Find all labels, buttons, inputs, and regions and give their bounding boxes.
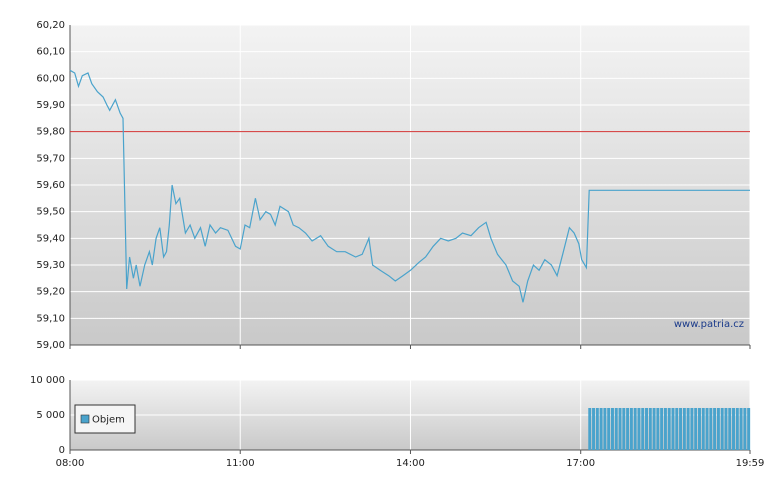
volume-bar bbox=[728, 408, 732, 450]
y-tick-label: 59,20 bbox=[36, 287, 65, 298]
volume-bar bbox=[735, 408, 739, 450]
volume-bar bbox=[618, 408, 622, 450]
volume-bar bbox=[648, 408, 652, 450]
x-tick-label: 19:59 bbox=[736, 458, 765, 469]
volume-bar bbox=[713, 408, 717, 450]
y-tick-label: 10 000 bbox=[30, 375, 65, 386]
y-tick-label: 60,00 bbox=[36, 73, 65, 84]
volume-bar bbox=[732, 408, 736, 450]
volume-bar bbox=[720, 408, 724, 450]
volume-bar bbox=[645, 408, 649, 450]
y-tick-label: 5 000 bbox=[36, 410, 65, 421]
volume-bar bbox=[667, 408, 671, 450]
volume-bar bbox=[656, 408, 660, 450]
y-tick-label: 59,70 bbox=[36, 153, 65, 164]
y-tick-label: 59,10 bbox=[36, 313, 65, 324]
volume-bar bbox=[697, 408, 701, 450]
volume-bar bbox=[603, 408, 607, 450]
volume-bar bbox=[652, 408, 656, 450]
volume-bar bbox=[599, 408, 603, 450]
volume-bar bbox=[686, 408, 690, 450]
volume-bar bbox=[641, 408, 645, 450]
y-tick-label: 59,40 bbox=[36, 233, 65, 244]
y-tick-label: 59,80 bbox=[36, 127, 65, 138]
volume-bar bbox=[660, 408, 664, 450]
x-tick-label: 08:00 bbox=[56, 458, 85, 469]
volume-bar bbox=[739, 408, 743, 450]
volume-bar bbox=[690, 408, 694, 450]
y-tick-label: 59,50 bbox=[36, 207, 65, 218]
volume-bar bbox=[610, 408, 614, 450]
volume-bar bbox=[633, 408, 637, 450]
price-line bbox=[69, 69, 750, 303]
volume-bar bbox=[607, 408, 611, 450]
y-tick-label: 0 bbox=[59, 445, 65, 456]
x-tick-label: 11:00 bbox=[226, 458, 255, 469]
volume-bar bbox=[724, 408, 728, 450]
volume-bar bbox=[671, 408, 675, 450]
volume-bar bbox=[595, 408, 599, 450]
volume-bar bbox=[747, 408, 751, 450]
legend-swatch bbox=[80, 414, 90, 424]
x-tick-label: 14:00 bbox=[396, 458, 425, 469]
volume-bar bbox=[592, 408, 596, 450]
volume-bar bbox=[716, 408, 720, 450]
volume-bar bbox=[629, 408, 633, 450]
volume-bar bbox=[588, 408, 592, 450]
volume-bar bbox=[614, 408, 618, 450]
volume-bar bbox=[701, 408, 705, 450]
volume-bar bbox=[682, 408, 686, 450]
volume-bar bbox=[679, 408, 683, 450]
volume-bar bbox=[705, 408, 709, 450]
legend-label: Objem bbox=[92, 415, 125, 426]
volume-bar bbox=[675, 408, 679, 450]
volume-bar bbox=[626, 408, 630, 450]
volume-bar bbox=[743, 408, 747, 450]
volume-bar bbox=[709, 408, 713, 450]
volume-bar bbox=[622, 408, 626, 450]
volume-bar bbox=[694, 408, 698, 450]
volume-bar bbox=[663, 408, 667, 450]
watermark: www.patria.cz bbox=[674, 319, 744, 330]
volume-bar bbox=[637, 408, 641, 450]
y-tick-label: 60,10 bbox=[36, 47, 65, 58]
y-tick-label: 59,60 bbox=[36, 180, 65, 191]
y-tick-label: 59,90 bbox=[36, 100, 65, 111]
y-tick-label: 59,30 bbox=[36, 260, 65, 271]
x-tick-label: 17:00 bbox=[566, 458, 595, 469]
y-tick-label: 60,20 bbox=[36, 20, 65, 31]
y-tick-label: 59,00 bbox=[36, 340, 65, 351]
